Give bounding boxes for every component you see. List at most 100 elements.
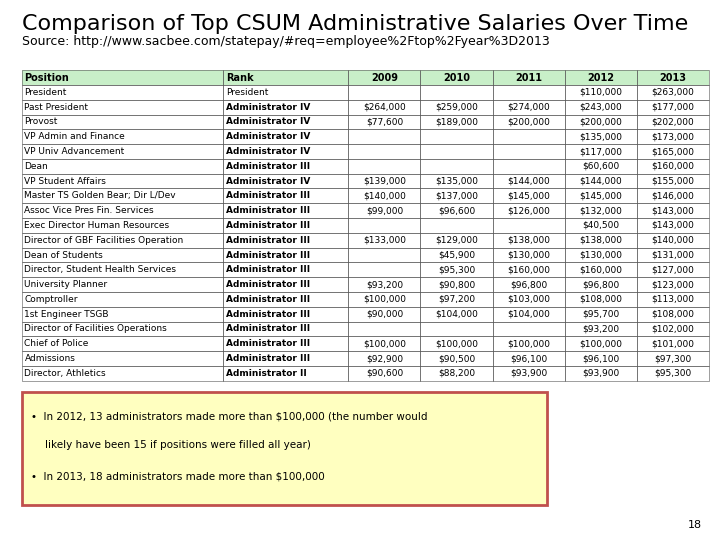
Bar xyxy=(492,100,565,114)
Bar xyxy=(492,233,565,248)
Bar xyxy=(492,100,565,114)
Bar xyxy=(492,307,565,321)
Bar xyxy=(223,292,348,307)
Bar xyxy=(420,233,492,248)
Bar xyxy=(420,336,492,351)
Bar xyxy=(420,85,492,100)
Bar xyxy=(565,366,637,381)
Bar xyxy=(637,351,709,366)
Text: $90,000: $90,000 xyxy=(366,309,403,319)
Text: $144,000: $144,000 xyxy=(580,177,622,186)
Text: $263,000: $263,000 xyxy=(652,88,695,97)
Bar xyxy=(22,336,223,351)
Bar xyxy=(22,233,223,248)
Bar xyxy=(565,203,637,218)
Text: Comptroller: Comptroller xyxy=(24,295,78,304)
Bar xyxy=(22,144,223,159)
Bar xyxy=(348,233,420,248)
Bar xyxy=(637,233,709,248)
Bar xyxy=(637,159,709,174)
Text: President: President xyxy=(226,88,268,97)
Bar xyxy=(223,336,348,351)
Bar xyxy=(223,114,348,130)
Bar xyxy=(223,366,348,381)
Bar xyxy=(223,233,348,248)
Bar xyxy=(223,85,348,100)
Bar xyxy=(492,262,565,277)
Bar xyxy=(492,218,565,233)
Text: $243,000: $243,000 xyxy=(580,103,622,112)
Bar xyxy=(492,277,565,292)
Bar xyxy=(22,366,223,381)
Bar xyxy=(348,159,420,174)
Text: Administrator III: Administrator III xyxy=(226,221,310,230)
Text: 2011: 2011 xyxy=(516,72,542,83)
Bar xyxy=(348,307,420,321)
Text: $160,000: $160,000 xyxy=(580,265,622,274)
Text: Director, Athletics: Director, Athletics xyxy=(24,369,106,378)
Bar xyxy=(637,366,709,381)
Bar xyxy=(492,248,565,262)
Bar xyxy=(637,262,709,277)
Bar xyxy=(348,321,420,336)
Bar xyxy=(22,100,223,114)
Text: $132,000: $132,000 xyxy=(580,206,622,215)
Bar xyxy=(565,144,637,159)
Bar xyxy=(565,85,637,100)
Bar xyxy=(348,174,420,188)
Text: President: President xyxy=(24,88,67,97)
Bar xyxy=(637,130,709,144)
Bar xyxy=(223,70,348,85)
Bar xyxy=(492,144,565,159)
Bar xyxy=(565,248,637,262)
Bar xyxy=(420,292,492,307)
Bar xyxy=(492,70,565,85)
Bar xyxy=(420,188,492,203)
Text: $96,100: $96,100 xyxy=(510,354,547,363)
Bar xyxy=(492,307,565,321)
Bar xyxy=(565,277,637,292)
Bar xyxy=(348,292,420,307)
Bar xyxy=(223,144,348,159)
Text: $133,000: $133,000 xyxy=(363,236,406,245)
Bar xyxy=(22,114,223,130)
Text: $93,200: $93,200 xyxy=(582,325,619,333)
Bar xyxy=(492,336,565,351)
Bar xyxy=(565,366,637,381)
Bar xyxy=(22,277,223,292)
Bar xyxy=(637,70,709,85)
Bar xyxy=(223,307,348,321)
Bar xyxy=(22,262,223,277)
Bar xyxy=(420,307,492,321)
Text: $145,000: $145,000 xyxy=(580,191,622,200)
Bar xyxy=(223,351,348,366)
Bar xyxy=(223,130,348,144)
Text: Administrator IV: Administrator IV xyxy=(226,147,310,156)
Text: $100,000: $100,000 xyxy=(508,339,550,348)
Bar xyxy=(22,85,223,100)
Bar xyxy=(223,188,348,203)
Bar xyxy=(22,248,223,262)
Text: $140,000: $140,000 xyxy=(363,191,406,200)
Bar xyxy=(637,85,709,100)
Bar xyxy=(637,218,709,233)
Bar xyxy=(420,351,492,366)
Bar xyxy=(22,159,223,174)
Bar xyxy=(348,70,420,85)
Bar xyxy=(348,159,420,174)
Text: 2009: 2009 xyxy=(371,72,398,83)
Bar xyxy=(348,100,420,114)
Text: $93,200: $93,200 xyxy=(366,280,403,289)
Bar xyxy=(565,351,637,366)
Bar xyxy=(565,100,637,114)
Bar xyxy=(565,277,637,292)
Bar xyxy=(637,321,709,336)
Text: $88,200: $88,200 xyxy=(438,369,475,378)
Bar xyxy=(223,159,348,174)
Bar xyxy=(492,292,565,307)
Text: $108,000: $108,000 xyxy=(580,295,622,304)
Bar xyxy=(492,321,565,336)
Bar xyxy=(223,351,348,366)
Bar xyxy=(492,218,565,233)
Bar xyxy=(223,203,348,218)
